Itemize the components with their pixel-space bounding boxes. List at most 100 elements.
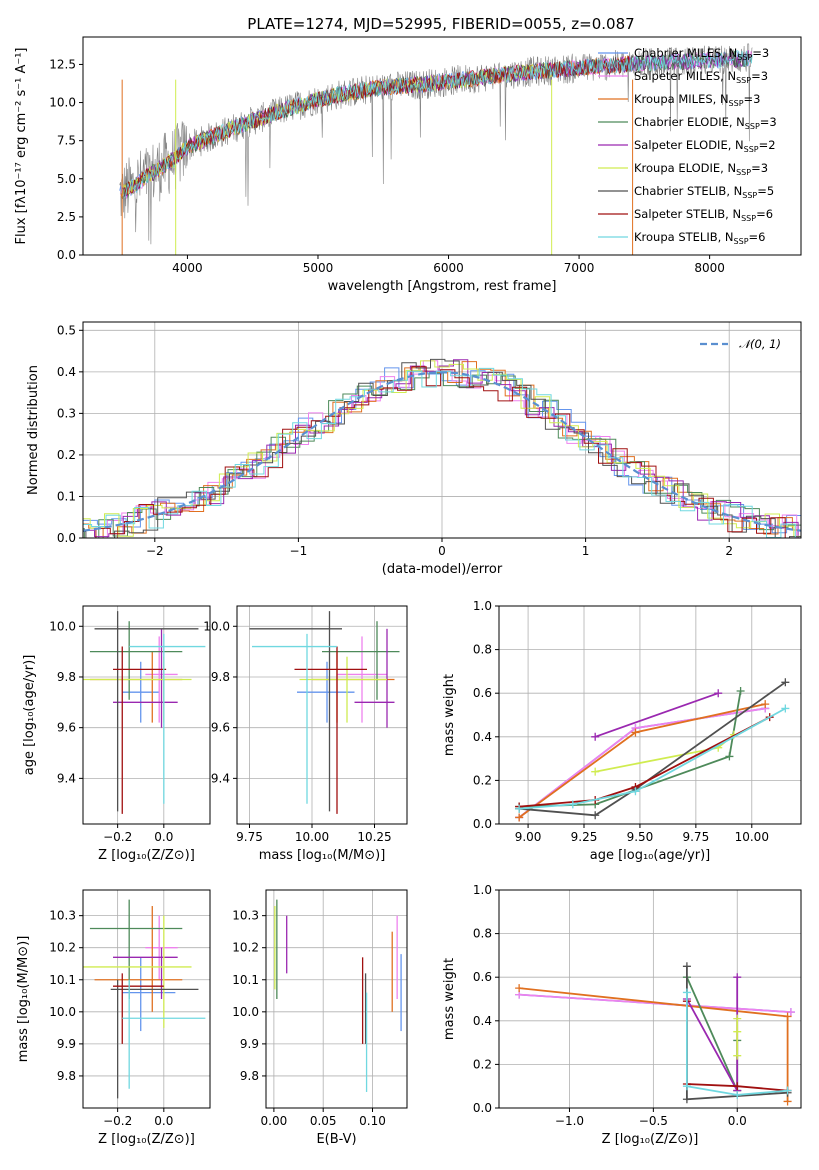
x-tick-label: 0 [438, 544, 446, 558]
legend-entry: Salpeter MILES, NSSP=3 [634, 69, 768, 85]
legend-subscript: SSP [741, 214, 756, 223]
x-axis-label: wavelength [Angstrom, rest frame] [328, 279, 557, 294]
y-tick-label: 2.5 [57, 210, 76, 224]
axes-frame [498, 605, 802, 825]
y-tick-label: 9.8 [57, 670, 76, 684]
mass-weight-marker [515, 984, 524, 993]
y-axis-label: Flux [fλ10⁻¹⁷ erg cm⁻² s⁻¹ A⁻¹] [14, 48, 29, 245]
age-vs-mass-panel: 9.75 10.00 10.25 9.4 9.6 9.8 10.0 mass [log₁₀(M… [203, 605, 408, 863]
x-tick-label: 10.25 [357, 830, 391, 844]
mass-weight-marker [733, 1014, 742, 1023]
mass-weight-marker [591, 732, 600, 741]
mass-weight-line [686, 992, 788, 1096]
mass-weight-marker [733, 1027, 742, 1036]
legend-subscript: SSP [742, 191, 757, 200]
y-tick-label: 0.4 [473, 730, 492, 744]
legend-count: =6 [756, 207, 773, 221]
y-axis-label: mass weight [442, 674, 457, 756]
y-tick-label: 1.0 [473, 599, 492, 613]
histogram-lines [83, 358, 801, 538]
x-tick-label: −0.5 [639, 1114, 668, 1128]
legend-entry: Kroupa MILES, NSSP=3 [634, 92, 760, 108]
x-tick-label: −2 [146, 544, 164, 558]
spectrum-panel: 4000 5000 6000 7000 8000 0.0 2.5 5.0 7.5 10.0 12.5… [14, 36, 802, 294]
x-tick-label: 0.00 [261, 1114, 288, 1128]
mass-weight-line [594, 692, 719, 738]
x-tick-label: 5000 [303, 261, 334, 275]
x-axis-label: E(B-V) [316, 1132, 356, 1147]
y-tick-label: 9.4 [211, 771, 230, 785]
mass-weight-marker [736, 687, 745, 696]
mass-weight-marker [733, 973, 742, 982]
mass-weight-marker [682, 988, 691, 997]
mass-weight-marker [631, 787, 640, 796]
mass-weight-line [519, 707, 786, 810]
legend-entry: Kroupa STELIB, NSSP=6 [634, 230, 765, 246]
x-tick-label: 0.0 [154, 1114, 173, 1128]
y-tick-label: 9.4 [57, 771, 76, 785]
legend-subscript: SSP [734, 237, 749, 246]
y-tick-label: 0.8 [473, 927, 492, 941]
y-tick-label: 10.1 [49, 973, 76, 987]
mass-weight-marker [733, 1082, 742, 1091]
y-axis-label: age [log₁₀(age/yr)] [22, 655, 37, 776]
mass-weight-marker [781, 704, 790, 713]
weight-vs-age-panel: 9.00 9.25 9.50 9.75 10.00 0.0 0.2 0.4 0.6 0.8 1.0 a… [442, 599, 802, 863]
mass-weight-marker [786, 1008, 795, 1017]
y-tick-label: 1.0 [473, 883, 492, 897]
x-axis-label: Z [log₁₀(Z/Z⊙)] [602, 1132, 699, 1147]
x-tick-label: 0.05 [310, 1114, 337, 1128]
axes-frame [82, 889, 211, 1109]
y-tick-label: 0.6 [473, 970, 492, 984]
residual-histogram [83, 360, 801, 538]
legend-subscript: SSP [736, 76, 751, 85]
x-tick-label: 9.00 [515, 830, 542, 844]
mass-weight-marker [783, 1012, 792, 1021]
y-tick-label: 0.0 [473, 817, 492, 831]
model-spectrum-line [124, 50, 753, 199]
y-tick-label: 0.1 [57, 489, 76, 503]
legend-count: =3 [752, 46, 769, 60]
y-tick-label: 9.8 [240, 1069, 259, 1083]
y-tick-label: 10.3 [232, 909, 259, 923]
observed-spectrum-line [119, 43, 753, 245]
x-tick-label: 0.10 [359, 1114, 386, 1128]
legend-count: =2 [759, 138, 776, 152]
mass-weight-marker [515, 804, 524, 813]
legend-count: =3 [751, 69, 768, 83]
mass-weight-marker [682, 1082, 691, 1091]
model-spectrum-line [121, 50, 750, 197]
y-tick-label: 10.1 [232, 973, 259, 987]
y-tick-label: 10.0 [232, 1005, 259, 1019]
x-tick-label: −0.2 [103, 830, 132, 844]
y-tick-label: 0.0 [473, 1101, 492, 1115]
x-axis-label: age [log₁₀(age/yr)] [590, 848, 711, 863]
x-tick-label: 7000 [564, 261, 595, 275]
y-tick-label: 0.2 [473, 773, 492, 787]
x-tick-label: 9.50 [627, 830, 654, 844]
legend-count: =3 [744, 92, 761, 106]
mass-weight-marker [682, 962, 691, 971]
axes-frame [236, 605, 408, 825]
mass-weight-marker [733, 1051, 742, 1060]
mass-weight-marker [631, 728, 640, 737]
y-tick-label: 10.3 [49, 909, 76, 923]
y-tick-label: 10.2 [232, 941, 259, 955]
model-spectrum-line [123, 55, 633, 196]
x-axis-label: mass [log₁₀(M/M⊙)] [259, 848, 386, 863]
mass-weight-line [519, 681, 786, 817]
x-axis-label: (data-model)/error [382, 562, 503, 577]
y-tick-label: 0.4 [473, 1014, 492, 1028]
y-tick-label: 0.2 [473, 1057, 492, 1071]
x-tick-label: 10.00 [735, 830, 769, 844]
spectrum-lines [119, 43, 753, 255]
normal-reference-curve [83, 371, 801, 532]
residual-histogram [83, 358, 801, 538]
weight-vs-z-panel: −1.0 −0.5 0.0 0.0 0.2 0.4 0.6 0.8 1.0 Z [log₁₀(Z/… [442, 883, 802, 1147]
y-tick-label: 12.5 [49, 57, 76, 71]
x-tick-label: 9.75 [236, 830, 263, 844]
legend-count: =3 [760, 115, 777, 129]
y-tick-label: 10.0 [203, 619, 230, 633]
legend-entry: Salpeter STELIB, NSSP=6 [634, 207, 773, 223]
